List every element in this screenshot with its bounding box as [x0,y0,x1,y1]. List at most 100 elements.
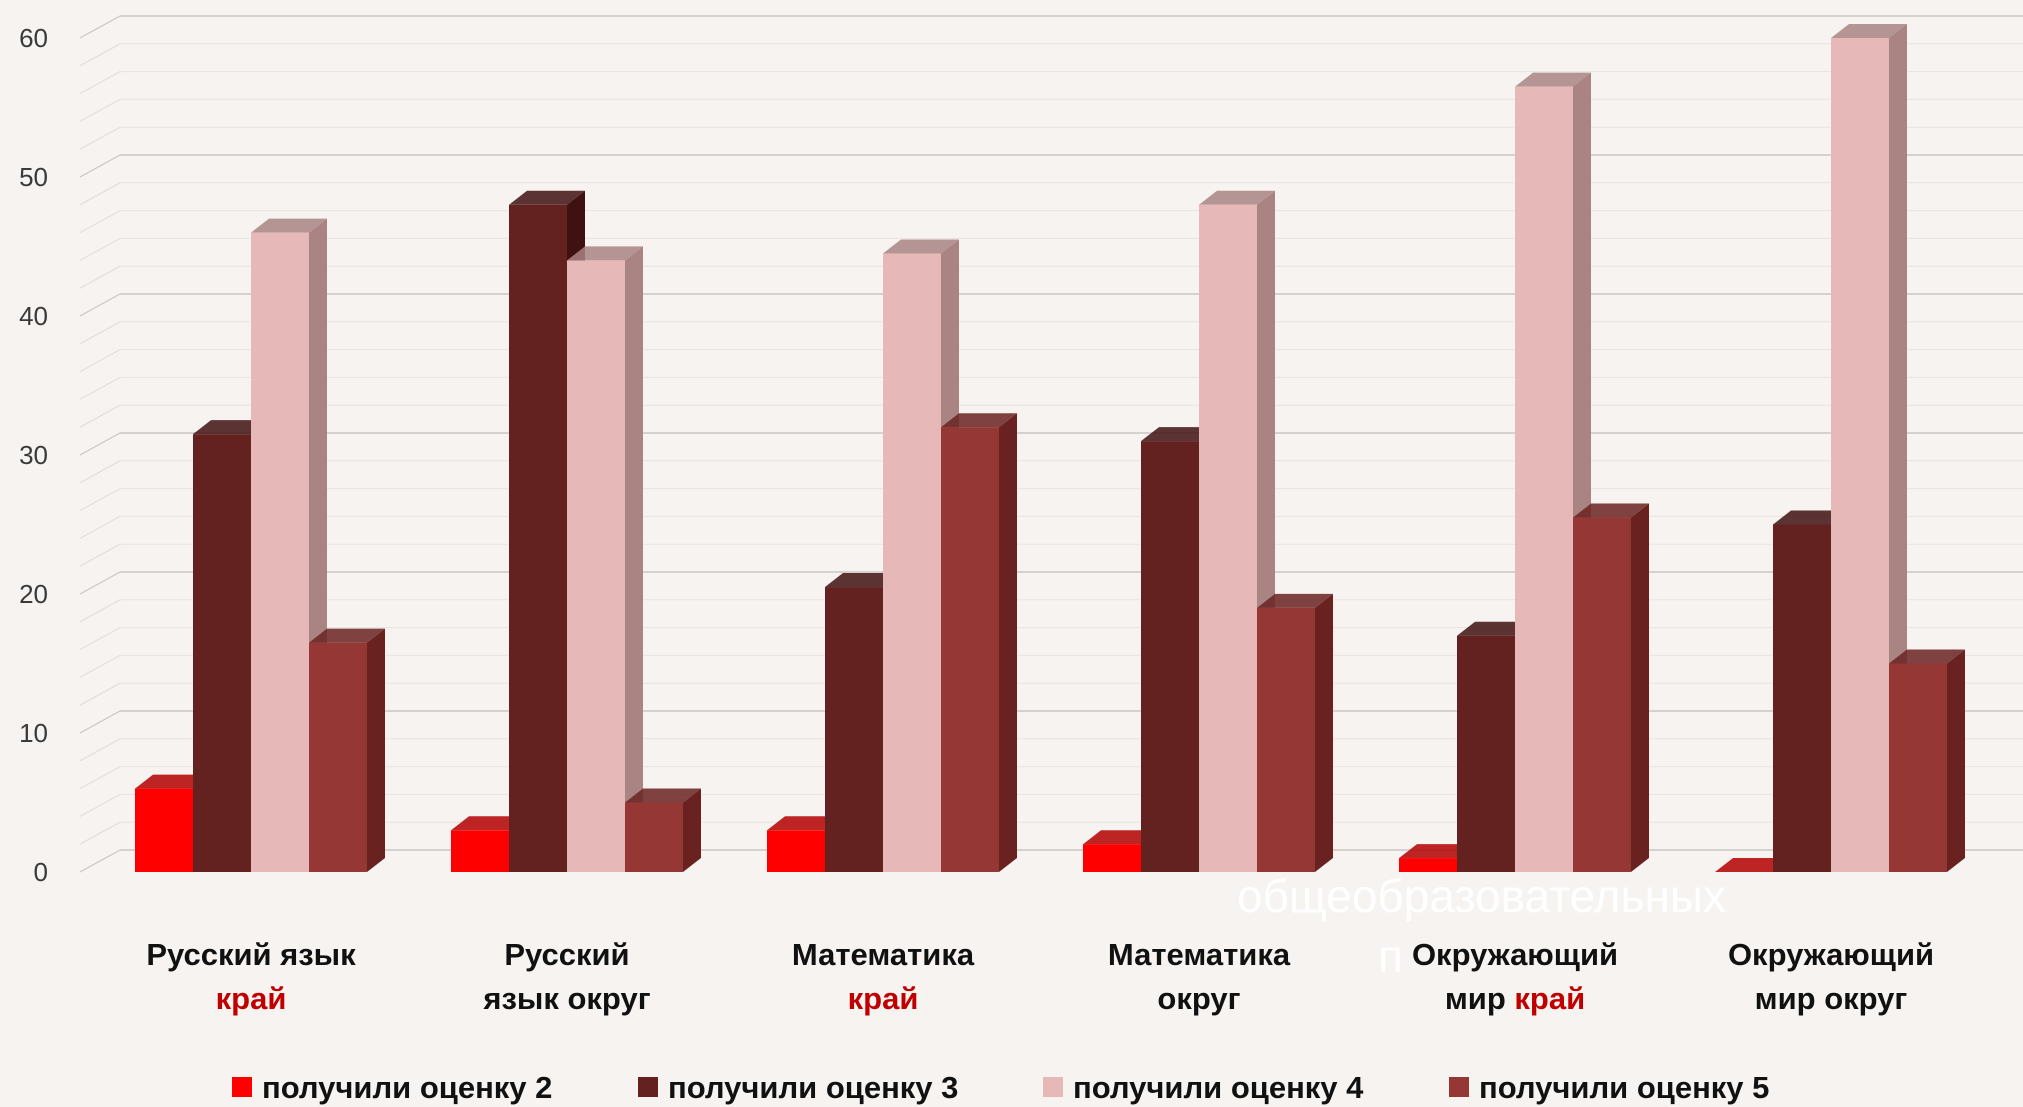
bar [1715,858,1791,872]
x-category-label: Русский язык [146,937,356,972]
bar-side [1315,593,1333,872]
gridline-slant [79,793,121,817]
gridline-slant [79,376,121,400]
overlay-text-line-2: п [1378,930,1403,982]
bar-top [509,190,585,205]
bar-front [1257,607,1315,872]
x-category-label: Математика [792,937,975,972]
bar-front [251,232,309,873]
gridline-slant [79,210,121,234]
legend-label: получили оценку 5 [1479,1070,1769,1105]
legend-item: получили оценку 4 [1043,1070,1364,1105]
bar-top [1773,510,1849,525]
bar [567,246,643,872]
bar-side [625,246,643,872]
gridline-slant [79,627,121,651]
bar-front [1141,441,1199,872]
x-category-label: край [848,981,919,1016]
gridline-slant [79,543,121,567]
gridline-slant [79,821,121,845]
bar [625,788,701,872]
gridline-slant [79,571,121,595]
bar-front [135,788,193,872]
gridline-slant [79,15,121,39]
bar-top [1141,427,1217,442]
gridline-slant [79,265,121,289]
bar-front [625,802,683,872]
bar-front [1889,663,1947,872]
bar-top [251,218,327,233]
gridline-slant [79,766,121,790]
gridline-slant [79,154,121,178]
bar-front [941,427,999,872]
gridline-slant [79,43,121,67]
gridline-slant [79,404,121,428]
x-category-label: Окружающий [1412,937,1618,972]
bar-front [1083,844,1141,872]
bar-top [767,816,843,831]
bar-front [767,830,825,872]
bar-top [309,628,385,643]
gridline-slant [79,126,121,150]
bar [1573,503,1649,872]
gridline-slant [79,488,121,512]
bar-front [1573,517,1631,872]
x-category-label: Математика [1108,937,1291,972]
legend: получили оценку 2 получили оценку 3 получи… [232,1070,1769,1105]
x-category-label: мир край [1445,981,1585,1016]
bar-side [683,788,701,872]
y-tick-label: 0 [34,857,48,887]
bar-side [1947,649,1965,872]
bar-side [999,413,1017,872]
bar-top [1715,858,1791,872]
y-tick-label: 60 [19,23,48,53]
gridline-slant [79,71,121,95]
bar-front [825,587,883,872]
gridline-slant [79,682,121,706]
bars [135,24,1965,873]
bar-top [1083,830,1159,845]
bar-top [1457,621,1533,636]
legend-item: получили оценку 5 [1449,1070,1769,1105]
bar-top [1831,24,1907,38]
bar-top [825,573,901,588]
bar-front [509,204,567,873]
bar [1257,593,1333,872]
x-category-label: округ [1157,981,1240,1016]
bar-top [1889,649,1965,664]
overlay-text-line-1: общеобразовательных [1237,870,1726,922]
gridline-slant [79,460,121,484]
bar-front [1515,86,1573,872]
bar-front [1399,858,1457,872]
bar-front [451,830,509,872]
x-category-label: Окружающий [1728,937,1934,972]
bar-front [1199,204,1257,873]
legend-item: получили оценку 2 [232,1070,552,1105]
bar-front [567,260,625,872]
gridline-slant [79,654,121,678]
bar-top [1257,593,1333,608]
legend-label: получили оценку 4 [1073,1070,1364,1105]
bar-front [193,434,251,872]
y-tick-label: 10 [19,718,48,748]
legend-swatch [638,1077,658,1097]
bar-front [883,253,941,872]
gridline-slant [79,599,121,623]
bar-top [625,788,701,803]
bar-top [451,816,527,831]
overlay-text: общеобразовательных п [1237,870,1726,982]
bar-top [1399,844,1475,859]
bar-front [309,642,367,872]
legend-label: получили оценку 3 [668,1070,958,1105]
y-tick-label: 30 [19,440,48,470]
gridline-slant [79,349,121,373]
gridline-slant [79,849,121,873]
x-category-label: мир округ [1755,981,1908,1016]
y-tick-label: 20 [19,579,48,609]
legend-swatch [1449,1077,1469,1097]
x-axis-labels: Русский язык край Русский язык округ Математ… [146,937,1934,1016]
bar [941,413,1017,872]
gridline-slant [79,710,121,734]
